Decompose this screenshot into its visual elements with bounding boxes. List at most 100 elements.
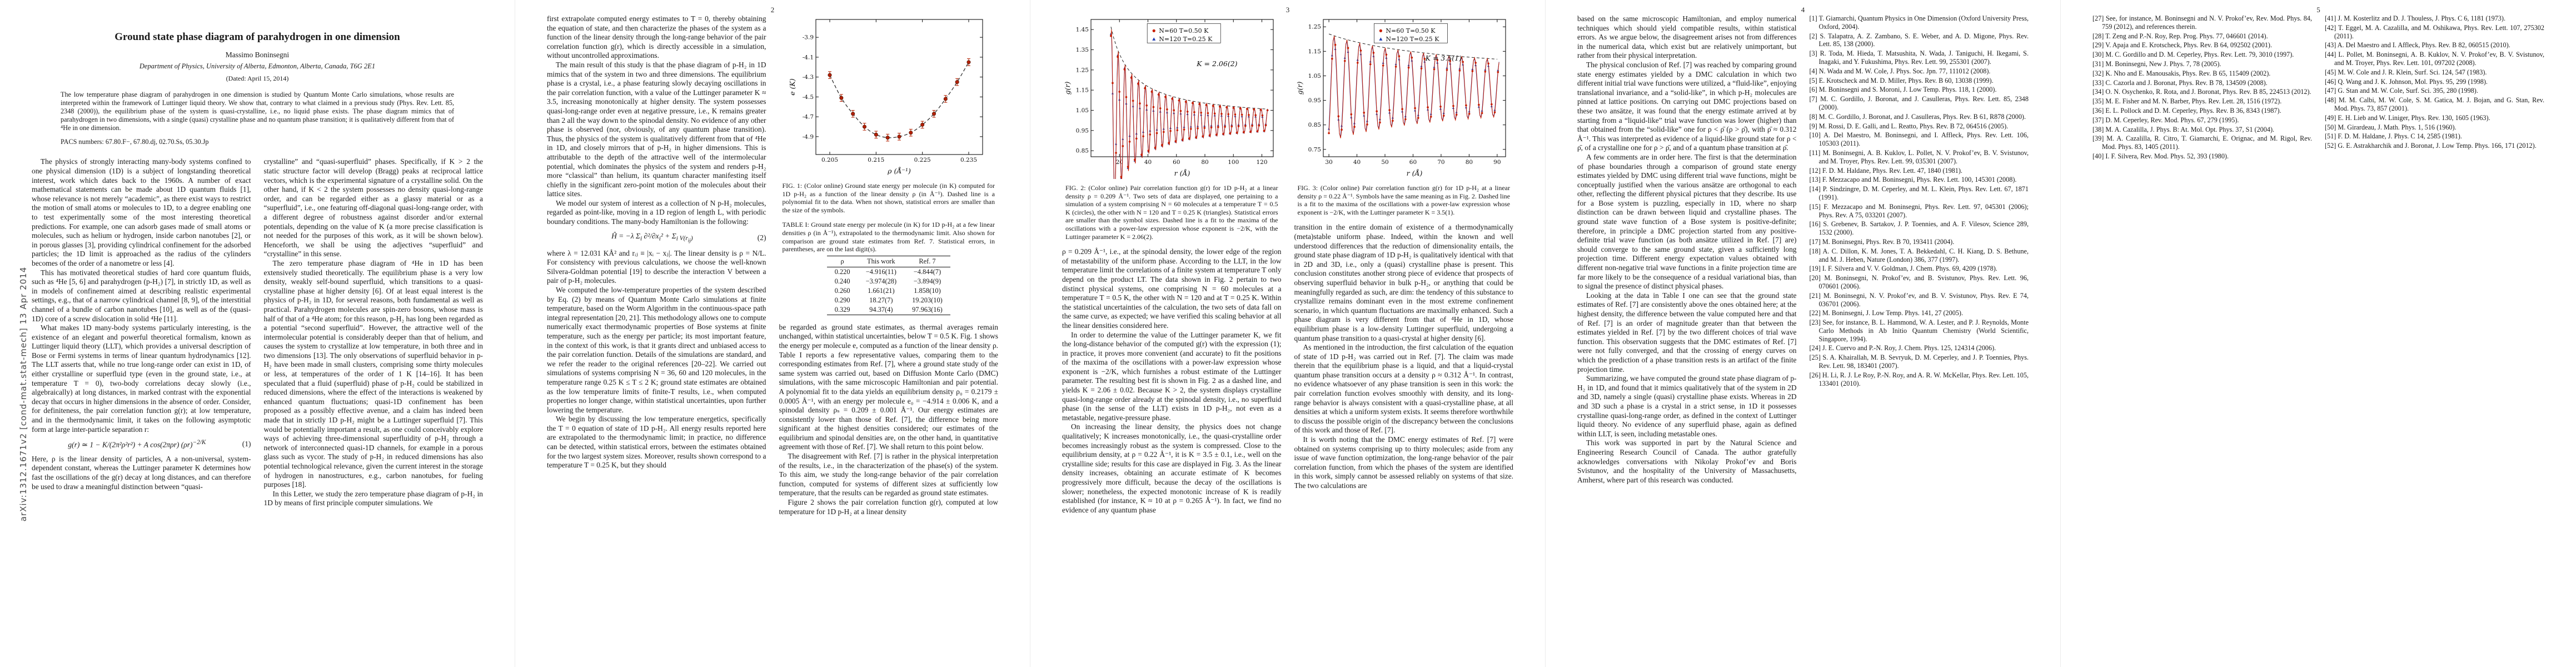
svg-text:40: 40	[1144, 159, 1152, 166]
reference-entry: [26] H. Li, R. J. Le Roy, P.-N. Roy, and…	[1809, 371, 2029, 387]
svg-text:30: 30	[1325, 159, 1332, 166]
svg-text:0.85: 0.85	[1308, 122, 1321, 128]
reference-entry: [36] E. L. Pollock and D. M. Ceperley, P…	[2092, 106, 2281, 115]
page-number: 2	[770, 6, 775, 14]
pacs-line: PACS numbers: 67.80.F−, 67.80.dj, 02.70.…	[61, 138, 209, 146]
reference-entry: [40] I. F. Silvera, Rev. Mod. Phys. 52, …	[2092, 152, 2229, 160]
table-cell: 18.27(7)	[869, 296, 893, 304]
svg-text:80: 80	[1465, 159, 1472, 166]
svg-text:0.215: 0.215	[868, 157, 884, 163]
fig2-gr-plot: 20 40 60 80 100 120 0.85 0.95 1.05 1.15 1.25 1.35 1.…	[1063, 19, 1274, 199]
paragraph: transition in the entire domain of exist…	[1294, 223, 1514, 342]
table-cell: −4.916(11)	[865, 267, 896, 276]
table-cell: 0.260	[834, 286, 850, 295]
equation: g(r) ≃ 1 − K/(2π²ρ²r²) + A cos(2πρr) (ρr…	[68, 439, 251, 449]
table-cell: 0.220	[834, 267, 850, 276]
reference-entry: [2] S. Talapatra, A. Z. Zambano, S. E. W…	[1809, 32, 2029, 48]
reference-entry: [29] V. Apaja and E. Krotscheck, Phys. R…	[2092, 41, 2273, 49]
paper-affiliation: Department of Physics, University of Alb…	[139, 62, 376, 70]
fig1-content: 0.205 0.215 0.225 0.235 -4.9 -4.7 -4.5 -4.3 -4.1…	[788, 19, 983, 175]
svg-text:N=120 T=0.25 K: N=120 T=0.25 K	[1159, 36, 1213, 43]
reference-entry: [49] E. H. Lieb and W. Liniger, Phys. Re…	[2325, 113, 2490, 122]
svg-text:-4.1: -4.1	[803, 54, 814, 61]
reference-entry: [52] G. E. Astrakharchik and J. Boronat,…	[2325, 142, 2537, 150]
text-after-table: be regarded as ground state estimates, a…	[779, 323, 999, 516]
reference-entry: [15] F. Mezzacapo and M. Boninsegni, Phy…	[1809, 202, 2029, 219]
page-number: 3	[1285, 6, 1290, 14]
reference-entry: [4] N. Wada and M. W. Cole, J. Phys. Soc…	[1809, 67, 1991, 75]
fig3-content: 30 40 50 60 70 80 90 0.75 0.85 0.95 1.05 1.15 1.25 r …	[1296, 19, 1506, 177]
svg-text:K = 3.5(1): K = 3.5(1)	[1424, 54, 1461, 62]
table-cell: 1.661(21)	[868, 286, 895, 295]
table-header-cell: Ref. 7	[904, 256, 950, 267]
paragraph: As mentioned in the introduction, the fi…	[1294, 343, 1514, 435]
reference-entry: [1] T. Giamarchi, Quantum Physics in One…	[1809, 14, 2029, 31]
svg-text:50: 50	[1381, 159, 1388, 166]
svg-text:1.15: 1.15	[1308, 48, 1321, 55]
fig1-energy-plot: 0.205 0.215 0.225 0.235 -4.9 -4.7 -4.5 -4.3 -4.1…	[788, 19, 983, 175]
svg-text:100: 100	[1228, 159, 1239, 166]
references-column-left: [27] See, for instance, M. Boninsegni an…	[2092, 14, 2312, 162]
svg-text:0.225: 0.225	[914, 157, 930, 163]
paragraph: ρ = 0.209 Å⁻¹, i.e., at the spinodal den…	[1062, 247, 1282, 330]
paragraph: This work was supported in part by the N…	[1577, 439, 1797, 484]
page-5: 5 [27] See, for instance, M. Boninsegni …	[2061, 0, 2576, 667]
reference-entry: [43] A. Del Maestro and I. Affleck, Phys…	[2325, 41, 2510, 49]
table-header-cell: This work	[858, 256, 905, 267]
table-row: 0.329 94.37(4) 97.963(16)	[827, 305, 950, 315]
table-row: 0.240 −3.974(28) −3.894(9)	[827, 277, 950, 286]
paragraph: In this Letter, we study the zero temper…	[263, 489, 484, 507]
reference-entry: [18] A. C. Dillon, K. M. Jones, T. A. Be…	[1809, 247, 2029, 263]
reference-entry: [5] E. Krotscheck and M. D. Miller, Phys…	[1809, 76, 1994, 84]
page-2-columns: first extrapolate computed energy estima…	[547, 14, 998, 516]
table-row: 0.220 −4.916(11) −4.844(7)	[827, 267, 950, 277]
svg-text:N=60 T=0.50 K: N=60 T=0.50 K	[1386, 27, 1436, 34]
text-after-fig2: ρ = 0.209 Å⁻¹, i.e., at the spinodal den…	[1062, 247, 1282, 515]
svg-text:g(r): g(r)	[1296, 82, 1304, 95]
reference-entry: [9] M. Rossi, D. E. Galli, and L. Reatto…	[1809, 122, 2009, 130]
svg-text:1.05: 1.05	[1076, 107, 1089, 114]
figure-2: 20 40 60 80 100 120 0.85 0.95 1.05 1.15 1.25 1.35 1.…	[1062, 14, 1282, 199]
reference-entry: [30] M. C. Gordillo and D. M. Ceperley, …	[2092, 51, 2294, 59]
svg-text:-4.5: -4.5	[803, 94, 814, 101]
table1-caption: TABLE I: Ground state energy per molecul…	[782, 221, 995, 253]
paragraph: We computed the low-temperature properti…	[547, 285, 766, 414]
paper-date: (Dated: April 15, 2014)	[226, 74, 289, 83]
svg-text:1.45: 1.45	[1076, 27, 1089, 33]
paper-title: Ground state phase diagram of parahydrog…	[114, 31, 400, 43]
reference-entry: [24] J. E. Cuervo and P.-N. Roy, J. Chem…	[1809, 344, 1996, 352]
reference-entry: [16] S. Grebenev, B. Sartakov, J. P. Toe…	[1809, 220, 2029, 237]
reference-entry: [47] G. Stan and M. W. Cole, Surf. Sci. …	[2325, 87, 2478, 95]
reference-entry: [38] M. A. Cazalilla, J. Phys. B: At. Mo…	[2092, 125, 2275, 133]
table-cell: −4.844(7)	[913, 267, 941, 276]
page-number: 5	[2316, 6, 2320, 14]
fig1-caption: FIG. 1: (Color online) Ground state ener…	[782, 182, 995, 214]
svg-text:0.85: 0.85	[1076, 148, 1089, 155]
reference-entry: [3] R. Toda, M. Hieda, T. Matsushita, N.…	[1809, 49, 2029, 66]
svg-text:0.75: 0.75	[1308, 146, 1321, 153]
reference-entry: [32] K. Nho and E. Manousakis, Phys. Rev…	[2092, 69, 2271, 77]
svg-text:e (K): e (K)	[788, 78, 796, 96]
table-cell: 94.37(4)	[869, 305, 893, 313]
reference-entry: [27] See, for instance, M. Boninsegni an…	[2092, 14, 2312, 31]
title-block: Ground state phase diagram of parahydrog…	[32, 31, 483, 146]
svg-text:1.25: 1.25	[1308, 24, 1321, 31]
reference-entry: [14] P. Sindzingre, D. M. Ceperley, and …	[1809, 185, 2029, 201]
reference-entry: [17] M. Boninsegni, Phys. Rev. B 70, 193…	[1809, 237, 1955, 246]
reference-entry: [21] M. Boninsegni, N. V. Prokof’ev, and…	[1809, 291, 2029, 308]
text-column-right: 30 40 50 60 70 80 90 0.75 0.85 0.95 1.05 1.15 1.25 r …	[1294, 14, 1514, 515]
svg-text:-4.7: -4.7	[803, 114, 814, 121]
svg-text:r (Å): r (Å)	[1174, 169, 1190, 177]
svg-text:N=60 T=0.50 K: N=60 T=0.50 K	[1159, 27, 1209, 34]
figure-3: 30 40 50 60 70 80 90 0.75 0.85 0.95 1.05 1.15 1.25 r …	[1294, 14, 1514, 182]
page-4-columns: based on the same microscopic Hamiltonia…	[1577, 14, 2029, 485]
svg-text:-3.9: -3.9	[803, 34, 814, 41]
arxiv-stamp: arXiv:1312.1671v2 [cond-mat.stat-mech] 1…	[18, 266, 28, 522]
figure-1: 0.205 0.215 0.225 0.235 -4.9 -4.7 -4.5 -4.3 -4.1…	[779, 14, 999, 180]
reference-entry: [45] M. W. Cole and J. R. Klein, Surf. S…	[2325, 68, 2487, 76]
svg-text:ρ (Å⁻¹): ρ (Å⁻¹)	[887, 167, 911, 175]
svg-text:-4.9: -4.9	[803, 133, 814, 140]
reference-entry: [35] M. E. Fisher and M. N. Barber, Phys…	[2092, 97, 2282, 106]
paragraph: Looking at the data in Table I one can s…	[1577, 291, 1797, 374]
reference-entry: [28] T. Zeng and P.-N. Roy, Rep. Prog. P…	[2092, 32, 2268, 40]
